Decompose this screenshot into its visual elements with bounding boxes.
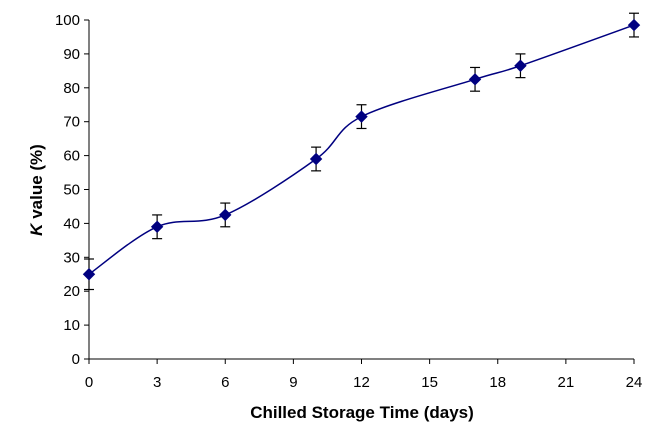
data-point [309,152,323,166]
series-line-path [88,24,635,275]
x-tick-label: 12 [353,374,370,391]
data-point [82,268,96,281]
ticks: 0 10 20 30 40 50 60 70 80 90 100 0 3 6 9 12 15 18 21 24 [55,12,642,391]
y-tick-label: 80 [63,80,80,97]
y-axis-title-italic: K [27,222,46,236]
y-tick-label: 0 [72,351,80,368]
y-axis-title-rest: value (%) [27,144,46,223]
x-axis-title: Chilled Storage Time (days) [250,403,474,422]
x-tick-label: 3 [153,374,161,391]
axes [88,20,634,360]
y-axis-title: K value (%) [27,144,46,236]
x-tick-label: 21 [558,374,575,391]
x-tick-label: 24 [626,374,643,391]
data-point [219,208,232,222]
data-point [514,59,527,72]
y-tick-label: 30 [63,249,80,266]
y-tick-label: 10 [63,317,80,334]
y-tick-label: 20 [63,283,80,300]
error-bars [84,12,639,291]
y-tick-label: 90 [63,46,80,63]
data-point [355,110,368,123]
y-tick-label: 100 [55,12,80,29]
x-tick-label: 18 [489,374,506,391]
x-tick-label: 6 [221,374,229,391]
y-tick-label: 70 [63,114,80,131]
data-markers [82,18,641,281]
x-tick-label: 0 [85,374,93,391]
y-tick-label: 60 [63,148,80,165]
y-tick-label: 40 [63,215,80,232]
data-point [468,73,482,86]
data-point [627,18,641,32]
x-tick-label: 15 [421,374,438,391]
x-tick-label: 9 [289,374,297,391]
data-point [150,220,164,233]
series-line [88,24,635,275]
y-tick-label: 50 [63,182,80,199]
